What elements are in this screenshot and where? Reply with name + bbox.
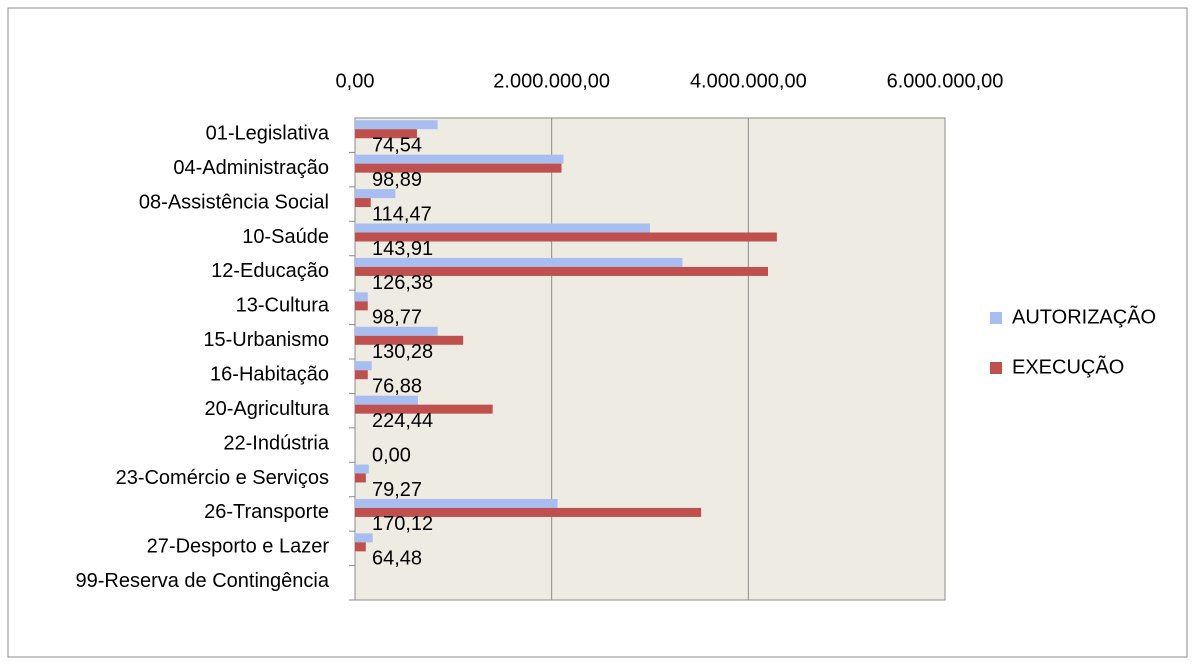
data-label: 98,89: [372, 169, 422, 191]
y-tick-label: 01-Legislativa: [206, 122, 330, 144]
y-tick-label: 20-Agricultura: [204, 398, 329, 420]
bar: [355, 266, 768, 276]
bar: [355, 361, 372, 371]
legend-label: EXECUÇÃO: [1012, 354, 1124, 378]
plot-area: [354, 117, 946, 601]
y-tick-label: 22-Indústria: [223, 432, 329, 454]
data-label: 74,54: [372, 134, 422, 156]
bar: [355, 129, 417, 139]
data-label: 170,12: [372, 513, 433, 535]
y-tick-label: 08-Assistência Social: [139, 191, 329, 213]
y-tick-label: 16-Habitação: [210, 363, 329, 385]
bar: [355, 533, 373, 543]
x-tick-label: 6.000.000,00: [887, 70, 1004, 92]
legend-swatch: [990, 362, 1002, 374]
y-tick-label: 12-Educação: [211, 260, 329, 282]
bar: [355, 335, 464, 345]
y-tick-label: 26-Transporte: [204, 501, 329, 523]
bar: [355, 120, 438, 130]
x-tick-label: 4.000.000,00: [690, 70, 807, 92]
data-label: 130,28: [372, 341, 433, 363]
bar: [355, 542, 366, 552]
y-tick-label: 13-Cultura: [236, 295, 330, 317]
bar: [355, 223, 650, 233]
bar: [355, 154, 564, 164]
bar: [355, 292, 368, 302]
legend-swatch: [990, 312, 1002, 324]
bar: [355, 395, 418, 405]
data-label: 224,44: [372, 410, 433, 432]
bar: [355, 163, 562, 173]
data-label: 79,27: [372, 479, 422, 501]
data-label: 143,91: [372, 238, 433, 260]
data-label: 0,00: [372, 444, 411, 466]
data-label: 114,47: [372, 203, 432, 225]
y-tick-label: 99-Reserva de Contingência: [76, 570, 330, 592]
bar: [355, 198, 371, 208]
data-label: 98,77: [372, 307, 422, 329]
data-label: 76,88: [372, 375, 422, 397]
y-tick-label: 23-Comércio e Serviços: [116, 467, 329, 489]
y-tick-label: 27-Desporto e Lazer: [147, 536, 330, 558]
legend-label: AUTORIZAÇÃO: [1012, 304, 1156, 328]
bar: [355, 326, 438, 336]
bar: [355, 301, 368, 311]
x-tick-label: 2.000.000,00: [493, 70, 610, 92]
y-tick-label: 10-Saúde: [242, 226, 329, 248]
bar: [355, 507, 702, 517]
bar: [355, 257, 683, 267]
y-tick-label: 15-Urbanismo: [203, 329, 329, 351]
y-tick-label: 04-Administração: [173, 157, 329, 179]
bar: [355, 473, 366, 483]
bar: [355, 404, 493, 414]
bar: [355, 232, 777, 242]
bar: [355, 464, 369, 474]
bar: [355, 498, 558, 508]
x-tick-label: 0,00: [336, 70, 375, 92]
data-label: 126,38: [372, 272, 433, 294]
bar: [355, 189, 396, 199]
bar: [355, 370, 368, 380]
data-label: 64,48: [372, 548, 422, 570]
